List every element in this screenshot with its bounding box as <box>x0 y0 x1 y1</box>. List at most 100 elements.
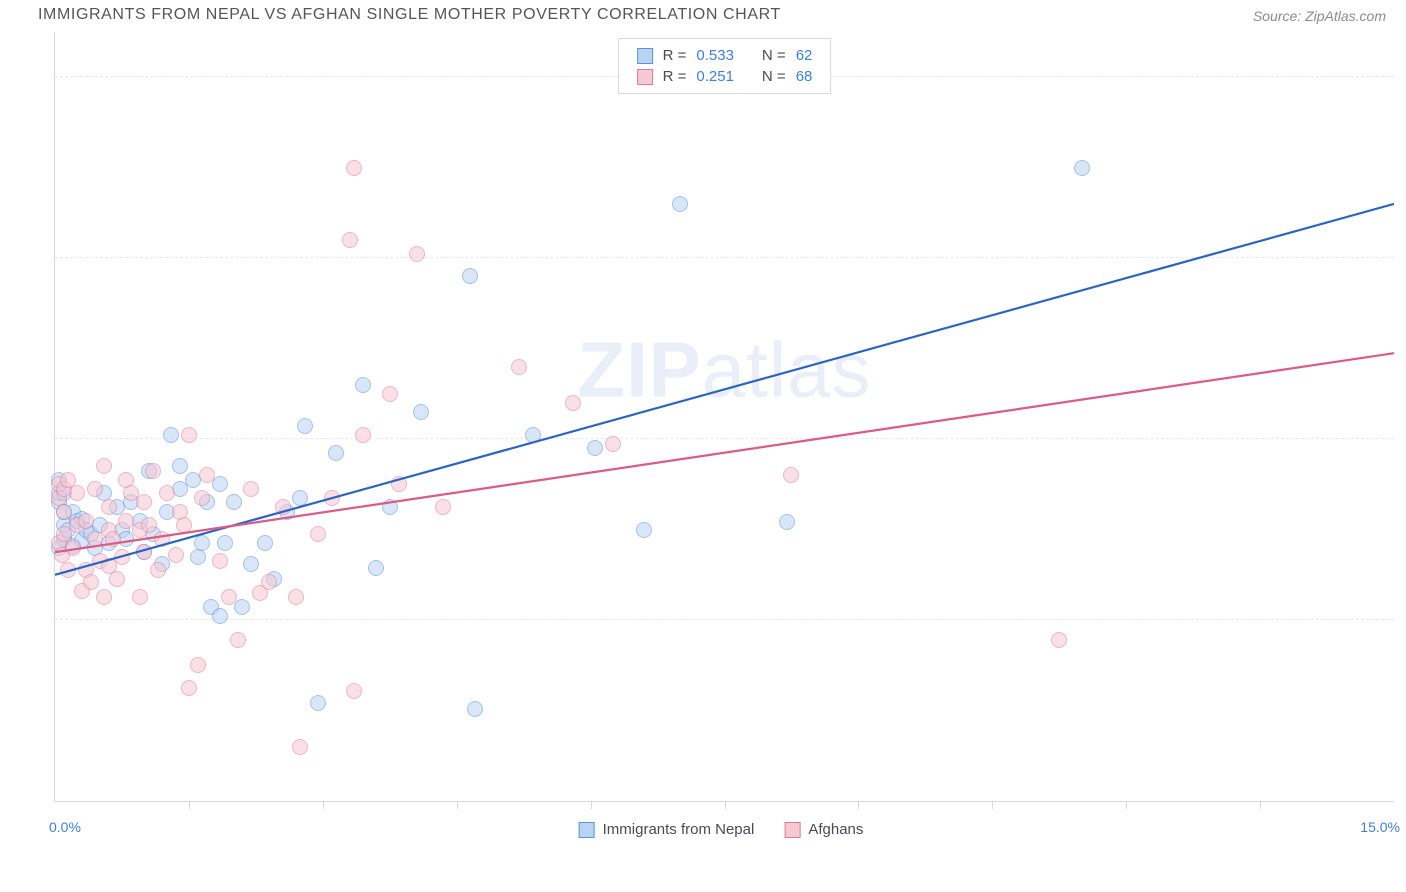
data-point-afghan <box>382 386 398 402</box>
data-point-nepal <box>163 427 179 443</box>
swatch-icon <box>637 69 653 85</box>
data-point-nepal <box>368 560 384 576</box>
data-point-afghan <box>181 427 197 443</box>
data-point-afghan <box>105 531 121 547</box>
x-tick <box>189 801 190 809</box>
data-point-nepal <box>525 427 541 443</box>
x-tick-label: 0.0% <box>49 819 81 835</box>
x-tick <box>457 801 458 809</box>
series-legend: Immigrants from Nepal Afghans <box>579 821 864 838</box>
data-point-nepal <box>636 522 652 538</box>
data-point-afghan <box>261 574 277 590</box>
data-point-nepal <box>217 535 233 551</box>
data-point-nepal <box>292 490 308 506</box>
data-point-afghan <box>145 463 161 479</box>
data-point-afghan <box>342 232 358 248</box>
r-value: 0.251 <box>696 68 734 85</box>
data-point-afghan <box>168 547 184 563</box>
data-point-nepal <box>234 599 250 615</box>
points-layer <box>55 32 1394 801</box>
data-point-afghan <box>83 574 99 590</box>
data-point-nepal <box>190 549 206 565</box>
data-point-afghan <box>194 490 210 506</box>
data-point-afghan <box>230 632 246 648</box>
data-point-afghan <box>288 589 304 605</box>
data-point-afghan <box>1051 632 1067 648</box>
data-point-afghan <box>69 485 85 501</box>
x-tick <box>1126 801 1127 809</box>
data-point-afghan <box>324 490 340 506</box>
data-point-afghan <box>310 526 326 542</box>
data-point-nepal <box>779 514 795 530</box>
data-point-afghan <box>96 458 112 474</box>
data-point-afghan <box>96 589 112 605</box>
data-point-afghan <box>109 571 125 587</box>
data-point-nepal <box>297 418 313 434</box>
legend-item-afghan: Afghans <box>784 821 863 838</box>
data-point-afghan <box>391 476 407 492</box>
data-point-afghan <box>355 427 371 443</box>
swatch-icon <box>579 822 595 838</box>
n-value: 62 <box>796 47 813 64</box>
data-point-afghan <box>243 481 259 497</box>
data-point-afghan <box>783 467 799 483</box>
swatch-icon <box>637 48 653 64</box>
data-point-afghan <box>605 436 621 452</box>
x-tick <box>1260 801 1261 809</box>
data-point-afghan <box>141 517 157 533</box>
data-point-nepal <box>172 458 188 474</box>
data-point-nepal <box>194 535 210 551</box>
data-point-nepal <box>257 535 273 551</box>
data-point-nepal <box>212 608 228 624</box>
n-value: 68 <box>796 68 813 85</box>
data-point-afghan <box>275 499 291 515</box>
data-point-afghan <box>114 549 130 565</box>
scatter-plot: ZIPatlas R = 0.533 N = 62 R = 0.251 N = … <box>54 32 1394 802</box>
data-point-afghan <box>190 657 206 673</box>
data-point-nepal <box>467 701 483 717</box>
data-point-nepal <box>310 695 326 711</box>
x-tick <box>725 801 726 809</box>
data-point-nepal <box>1074 160 1090 176</box>
legend-item-nepal: Immigrants from Nepal <box>579 821 755 838</box>
data-point-afghan <box>199 467 215 483</box>
data-point-afghan <box>78 513 94 529</box>
legend-row-afghan: R = 0.251 N = 68 <box>637 66 813 87</box>
data-point-nepal <box>226 494 242 510</box>
data-point-nepal <box>413 404 429 420</box>
legend-row-nepal: R = 0.533 N = 62 <box>637 45 813 66</box>
data-point-afghan <box>136 494 152 510</box>
data-point-afghan <box>154 531 170 547</box>
data-point-afghan <box>511 359 527 375</box>
data-point-afghan <box>565 395 581 411</box>
chart-source: Source: ZipAtlas.com <box>1253 8 1386 24</box>
swatch-icon <box>784 822 800 838</box>
r-value: 0.533 <box>696 47 734 64</box>
data-point-afghan <box>435 499 451 515</box>
data-point-afghan <box>60 562 76 578</box>
data-point-afghan <box>136 544 152 560</box>
correlation-legend: R = 0.533 N = 62 R = 0.251 N = 68 <box>618 38 832 94</box>
data-point-afghan <box>181 680 197 696</box>
x-tick <box>858 801 859 809</box>
data-point-nepal <box>382 499 398 515</box>
data-point-nepal <box>243 556 259 572</box>
data-point-afghan <box>221 589 237 605</box>
data-point-afghan <box>65 540 81 556</box>
data-point-afghan <box>159 485 175 501</box>
chart-title: IMMIGRANTS FROM NEPAL VS AFGHAN SINGLE M… <box>38 6 781 24</box>
data-point-afghan <box>292 739 308 755</box>
data-point-afghan <box>409 246 425 262</box>
data-point-nepal <box>355 377 371 393</box>
x-tick <box>591 801 592 809</box>
data-point-afghan <box>101 499 117 515</box>
data-point-nepal <box>672 196 688 212</box>
data-point-afghan <box>56 504 72 520</box>
data-point-nepal <box>328 445 344 461</box>
data-point-afghan <box>87 481 103 497</box>
data-point-nepal <box>587 440 603 456</box>
data-point-afghan <box>132 589 148 605</box>
x-tick <box>323 801 324 809</box>
data-point-afghan <box>212 553 228 569</box>
data-point-afghan <box>346 683 362 699</box>
